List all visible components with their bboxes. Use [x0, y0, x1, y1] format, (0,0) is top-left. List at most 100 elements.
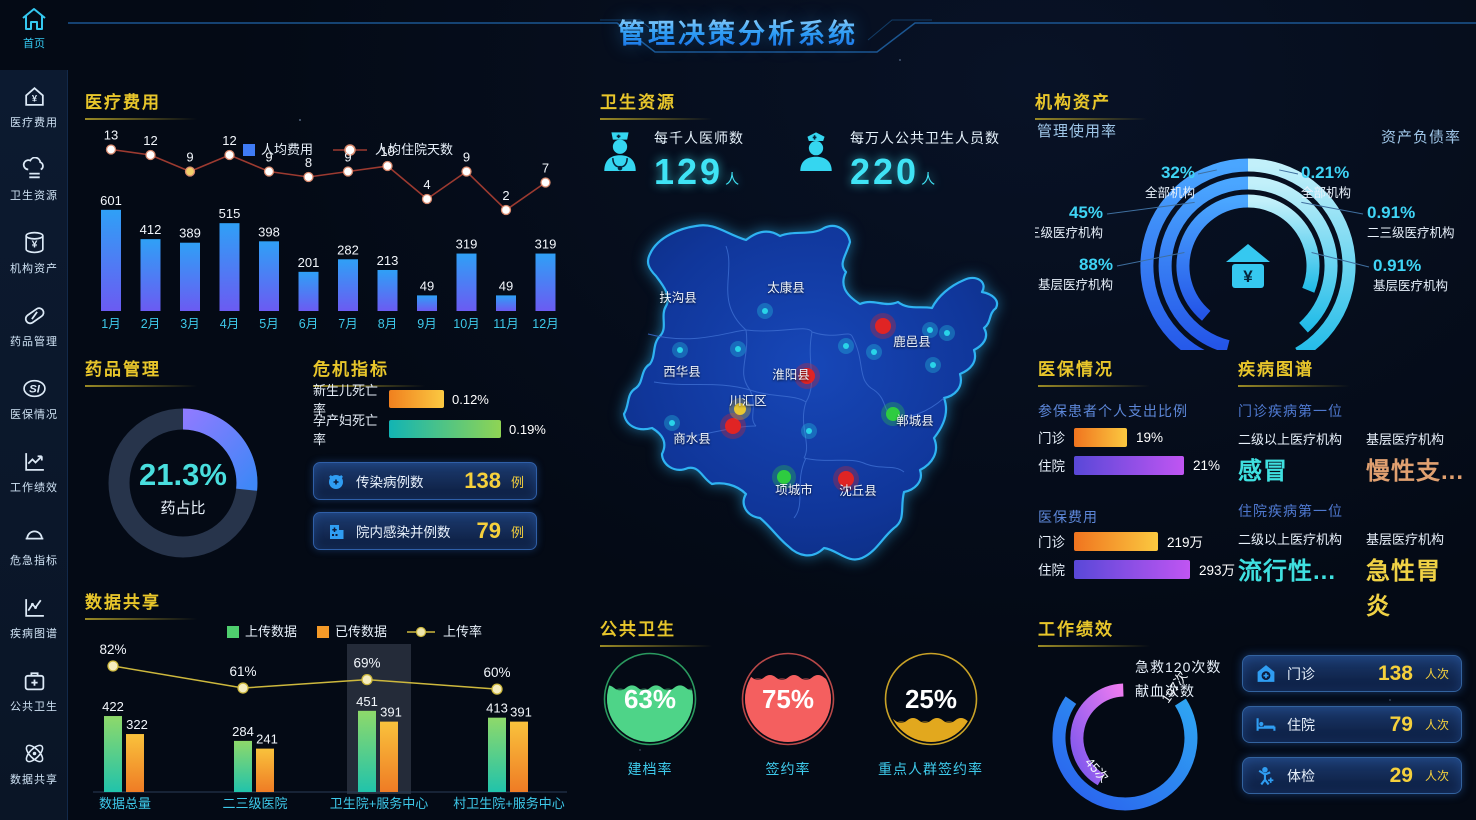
- asset-left-percent: 45%: [1069, 203, 1103, 222]
- svg-text:49: 49: [420, 278, 434, 293]
- svg-text:3月: 3月: [180, 317, 199, 331]
- map-marker[interactable]: [838, 338, 854, 354]
- map-marker[interactable]: [881, 402, 905, 426]
- svg-text:451: 451: [356, 694, 378, 709]
- panel-public-health: 公共卫生 63% 建档率 75% 签约率 25% 重点人群签约率: [600, 615, 1020, 817]
- map-marker[interactable]: [794, 363, 820, 389]
- svg-text:上传率: 上传率: [443, 624, 482, 639]
- disease-name: 慢性支...: [1366, 458, 1465, 485]
- title-underline: [313, 385, 425, 387]
- sidebar-item-5[interactable]: 工作绩效: [0, 435, 68, 508]
- map-marker[interactable]: [729, 398, 751, 420]
- map-marker[interactable]: [720, 413, 746, 439]
- insurance-row-label: 住院: [1038, 563, 1065, 578]
- sidebar-item-9[interactable]: 数据共享: [0, 727, 68, 800]
- map-marker[interactable]: [757, 303, 773, 319]
- disease-org-label: 基层医疗机构: [1366, 432, 1445, 447]
- crisis-bar: [389, 390, 444, 408]
- sidebar-item-4[interactable]: SI 医保情况: [0, 362, 68, 435]
- svg-text:人均住院天数: 人均住院天数: [375, 142, 453, 157]
- crisis-card-label: 院内感染并例数: [356, 525, 451, 540]
- sidebar-item-8[interactable]: 公共卫生: [0, 654, 68, 727]
- map-marker[interactable]: [922, 322, 938, 338]
- crisis-card-value: 138: [464, 468, 501, 493]
- svg-text:11月: 11月: [493, 317, 518, 331]
- assets-gauge: 32% 全部机构 45% 二三级医疗机构 88% 基层医疗机构 0.21% 全部机构 0.91%…: [1035, 158, 1455, 350]
- performance-legend-1[interactable]: 急救120次数: [1135, 659, 1222, 675]
- asset-house-icon: ¥: [1226, 244, 1270, 288]
- liquid-gauge-0: 63% 建档率: [602, 651, 698, 779]
- disease-name: 急性胃炎: [1366, 558, 1441, 620]
- insurance-subtitle: 医保费用: [1038, 509, 1098, 525]
- map-marker[interactable]: [925, 357, 941, 373]
- crisis-card-value: 79: [476, 518, 501, 543]
- alert-icon: [25, 530, 43, 540]
- svg-text:2: 2: [502, 188, 509, 203]
- svg-text:12: 12: [222, 133, 236, 148]
- insurance-row-label: 门诊: [1038, 535, 1065, 550]
- panel-drug: 药品管理 21.3% 药占比: [85, 355, 300, 580]
- panel-insurance: 医保情况 参保患者个人支出比例 门诊 19% 住院 21% 医保费用 门诊 219万 住院…: [1038, 355, 1238, 587]
- asset-right-percent: 0.91%: [1367, 203, 1415, 222]
- title-underline: [1038, 645, 1150, 647]
- sidebar-item-label: 公共卫生: [10, 700, 58, 713]
- disease-org-label: 基层医疗机构: [1366, 532, 1445, 547]
- summary-card-门诊: 门诊 138 人次: [1242, 655, 1462, 692]
- sidebar: 首页 ¥ 医疗费用 卫生资源 ¥ 机构资产 药品管理 SI 医保情况 工作绩效 危急指标 疾病图谱公…: [0, 0, 68, 820]
- sidebar-item-0[interactable]: ¥ 医疗费用: [0, 70, 68, 143]
- crisis-label: 孕产妇死亡率: [313, 413, 379, 447]
- asset-left-label: 二三级医疗机构: [1035, 225, 1103, 240]
- svg-text:319: 319: [456, 237, 478, 252]
- map-county-label: 鹿邑县: [893, 334, 931, 349]
- sidebar-item-2[interactable]: ¥ 机构资产: [0, 216, 68, 289]
- svg-text:8月: 8月: [378, 317, 397, 331]
- map-marker[interactable]: [801, 423, 817, 439]
- map-marker[interactable]: [939, 325, 955, 341]
- map-county-label: 沈丘县: [839, 483, 877, 498]
- svg-text:63%: 63%: [624, 684, 676, 714]
- panel-title: 公共卫生: [600, 620, 676, 639]
- insurance-value: 219万: [1167, 535, 1204, 550]
- map-marker[interactable]: [730, 341, 746, 357]
- svg-text:515: 515: [219, 206, 241, 221]
- sidebar-item-home[interactable]: 首页: [0, 6, 68, 64]
- summary-card-unit: 人次: [1424, 667, 1449, 681]
- medical-cost-chart[interactable]: 人均费用 人均住院天数6011月4122月3893月5154月3985月2016月…: [85, 126, 575, 338]
- map-county-label: 西华县: [663, 364, 701, 379]
- health-resource-icon: [22, 156, 44, 178]
- map-county-label: 太康县: [767, 280, 805, 295]
- svg-text:药占比: 药占比: [160, 500, 205, 517]
- liquid-gauge-label: 建档率: [627, 761, 673, 777]
- data-share-chart[interactable]: 上传数据 已传数据 上传率422322数据总量284241二三级医院451391卫生…: [85, 612, 575, 814]
- svg-text:75%: 75%: [762, 684, 814, 714]
- sidebar-item-6[interactable]: 危急指标: [0, 508, 68, 581]
- map-marker[interactable]: [672, 342, 688, 358]
- summary-card-label: 体检: [1287, 767, 1315, 784]
- map-marker[interactable]: [870, 313, 896, 339]
- svg-text:7月: 7月: [338, 317, 357, 331]
- svg-text:10月: 10月: [453, 317, 479, 331]
- summary-card-label: 门诊: [1287, 665, 1315, 682]
- summary-card-label: 住院: [1287, 716, 1315, 733]
- assets-left-header: 管理使用率: [1037, 123, 1118, 140]
- insurance-bar: [1074, 531, 1158, 551]
- svg-text:391: 391: [510, 705, 532, 720]
- map-marker[interactable]: [866, 344, 882, 360]
- map-marker[interactable]: [772, 465, 796, 489]
- svg-text:卫生院+服务中心: 卫生院+服务中心: [330, 796, 429, 811]
- exam-icon: [1258, 766, 1274, 786]
- map-marker[interactable]: [833, 466, 859, 492]
- sidebar-item-7[interactable]: 疾病图谱: [0, 581, 68, 654]
- svg-text:13: 13: [104, 128, 118, 143]
- panel-title: 数据共享: [85, 593, 161, 612]
- sidebar-item-3[interactable]: 药品管理: [0, 289, 68, 362]
- performance-legend-2[interactable]: 献血次数: [1135, 683, 1195, 699]
- title-underline: [1238, 385, 1350, 387]
- nurse-icon: [800, 132, 832, 171]
- map-marker[interactable]: [664, 415, 680, 431]
- sidebar-item-1[interactable]: 卫生资源: [0, 143, 68, 216]
- clinic-icon: [1257, 665, 1275, 682]
- insurance-bar: [1074, 559, 1190, 579]
